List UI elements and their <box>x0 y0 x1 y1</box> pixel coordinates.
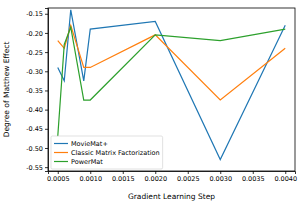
tick-mark <box>58 171 59 174</box>
legend: MovieMat+Classic Matrix FactorizationPow… <box>51 136 163 169</box>
tick-label: 0.0025 <box>177 175 200 183</box>
tick-label: 0.0015 <box>112 175 135 183</box>
tick-label: -0.25 <box>26 49 43 57</box>
legend-box <box>51 136 163 169</box>
tick-mark <box>188 171 189 174</box>
tick-mark <box>90 171 91 174</box>
legend-label: MovieMat+ <box>71 140 108 148</box>
tick-label: -0.20 <box>26 30 43 38</box>
legend-swatch <box>54 143 68 144</box>
tick-mark <box>123 171 124 174</box>
tick: 0.0020 <box>144 171 167 183</box>
tick: -0.20 <box>26 30 48 38</box>
tick: -0.25 <box>26 49 48 57</box>
tick: -0.55 <box>26 164 48 172</box>
tick-label: -0.55 <box>26 164 43 172</box>
tick: 0.0030 <box>209 171 232 183</box>
tick: 0.0040 <box>274 171 297 183</box>
tick-mark <box>45 90 48 91</box>
tick-label: 0.0010 <box>79 175 102 183</box>
tick-label: -0.30 <box>26 68 43 76</box>
tick-mark <box>45 14 48 15</box>
legend-swatch <box>54 152 68 153</box>
tick-mark <box>45 148 48 149</box>
tick: -0.35 <box>26 87 48 95</box>
chart: 0.0005 0.0010 0.0015 0.0020 0.0025 0.0030 0.00… <box>0 0 307 203</box>
tick-label: 0.0005 <box>47 175 70 183</box>
tick: 0.0035 <box>242 171 265 183</box>
tick-mark <box>45 52 48 53</box>
legend-label: PowerMat <box>71 158 103 166</box>
tick-mark <box>45 110 48 111</box>
tick: -0.15 <box>26 10 48 18</box>
tick-mark <box>45 129 48 130</box>
y-axis: -0.55 -0.50 -0.45 -0.40 -0.35 -0.30 -0.25 -0.20… <box>26 9 48 172</box>
tick-mark <box>253 171 254 174</box>
tick-label: -0.50 <box>26 145 43 153</box>
tick: 0.0005 <box>47 171 70 183</box>
plot-area: 0.0005 0.0010 0.0015 0.0020 0.0025 0.0030 0.00… <box>26 8 297 183</box>
tick: -0.45 <box>26 125 48 133</box>
tick-label: -0.15 <box>26 10 43 18</box>
legend-swatch <box>54 161 68 162</box>
tick: -0.50 <box>26 145 48 153</box>
tick: 0.0015 <box>112 171 135 183</box>
tick: 0.0025 <box>177 171 200 183</box>
series-line <box>58 27 286 136</box>
tick-mark <box>45 167 48 168</box>
y-axis-title: Degree of Matthew Effect <box>2 42 11 138</box>
tick: -0.40 <box>26 106 48 114</box>
tick-label: 0.0035 <box>242 175 265 183</box>
plot-frame <box>48 8 295 171</box>
tick-label: 0.0040 <box>274 175 297 183</box>
tick: 0.0010 <box>79 171 102 183</box>
tick-mark <box>285 171 286 174</box>
tick-label: 0.0020 <box>144 175 167 183</box>
tick-label: 0.0030 <box>209 175 232 183</box>
tick-mark <box>155 171 156 174</box>
tick-label: -0.35 <box>26 87 43 95</box>
legend-label: Classic Matrix Factorization <box>71 149 160 157</box>
tick: -0.30 <box>26 68 48 76</box>
tick-mark <box>45 71 48 72</box>
tick-label: -0.45 <box>26 125 43 133</box>
tick-mark <box>45 33 48 34</box>
x-axis-title: Gradient Learning Step <box>128 192 215 201</box>
tick-label: -0.40 <box>26 106 43 114</box>
x-axis: 0.0005 0.0010 0.0015 0.0020 0.0025 0.0030 0.00… <box>47 171 297 183</box>
tick-mark <box>220 171 221 174</box>
